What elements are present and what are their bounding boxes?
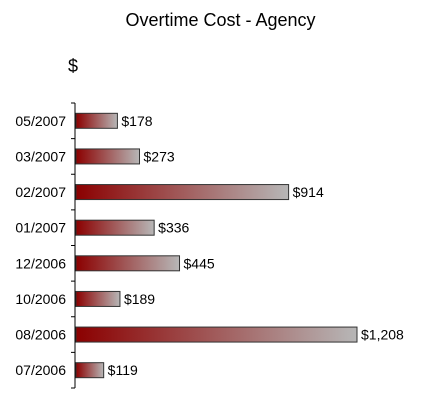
- data-label: $336: [158, 220, 189, 236]
- data-label: $119: [108, 362, 138, 378]
- bar-08/2006: [75, 326, 358, 343]
- data-label: $445: [184, 255, 215, 271]
- plot-area: 05/2007 $178 03/2007 $273 02/2007 $914 01/2007…: [15, 102, 404, 389]
- bar-02/2007: [75, 184, 290, 201]
- category-label: 10/2006: [15, 291, 66, 307]
- bar-01/2007: [75, 219, 155, 236]
- bar-05/2007: [75, 112, 118, 129]
- bar-03/2007: [75, 148, 141, 165]
- y-axis-unit-label: $: [68, 56, 79, 76]
- category-label: 08/2006: [15, 327, 66, 343]
- data-label: $189: [124, 291, 155, 307]
- data-label: $273: [144, 148, 175, 164]
- category-label: 07/2006: [15, 362, 66, 378]
- bar-07/2006: [75, 362, 105, 379]
- category-label: 12/2006: [15, 255, 66, 271]
- data-label: $1,208: [361, 327, 404, 343]
- data-label: $178: [121, 113, 152, 129]
- data-label: $914: [293, 184, 324, 200]
- category-label: 01/2007: [15, 220, 66, 236]
- category-label: 03/2007: [15, 148, 66, 164]
- bar-10/2006: [75, 290, 121, 307]
- bar-12/2006: [75, 255, 181, 272]
- chart-title: Overtime Cost - Agency: [125, 10, 316, 30]
- category-label: 02/2007: [15, 184, 66, 200]
- category-label: 05/2007: [15, 113, 66, 129]
